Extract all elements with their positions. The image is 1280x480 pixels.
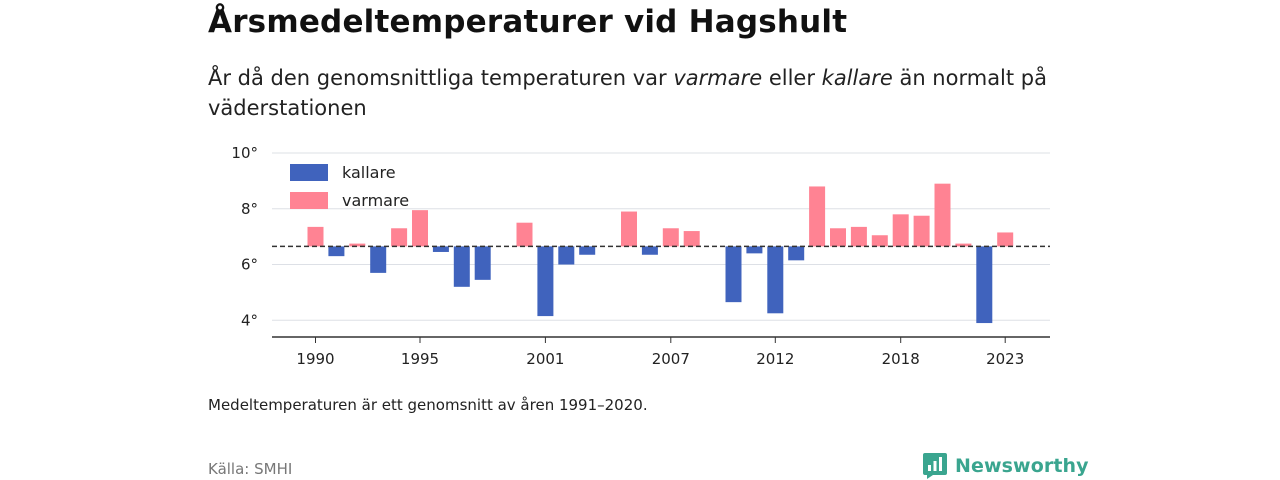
bar-warm (662, 228, 679, 247)
legend-label-cold: kallare (342, 163, 396, 182)
x-tick-label: 1990 (296, 350, 334, 368)
x-tick-label: 2001 (526, 350, 564, 368)
subtitle-part-2: eller (762, 66, 822, 90)
bar-cold (641, 246, 658, 255)
bar-warm (892, 214, 909, 247)
brand-name: Newsworthy (955, 455, 1089, 477)
y-tick-label: 6° (241, 256, 258, 274)
bar-warm (809, 186, 826, 247)
newsworthy-brand[interactable]: Newsworthy (922, 452, 1089, 480)
chart-source: Källa: SMHI (208, 460, 293, 478)
bar-cold (725, 246, 742, 303)
subtitle-warm-word: varmare (673, 66, 763, 90)
bar-warm (621, 211, 637, 247)
legend-swatch-cold (290, 164, 328, 181)
x-tick-label: 2023 (986, 350, 1024, 368)
y-tick-label: 4° (241, 311, 258, 329)
bar-warm (871, 235, 888, 247)
chart-title: Årsmedeltemperaturer vid Hagshult (208, 4, 848, 40)
bar-warm (913, 215, 930, 247)
x-tick-label: 2007 (652, 350, 690, 368)
bar-cold (767, 246, 784, 314)
bar-cold (746, 246, 763, 254)
bar-cold (558, 246, 575, 265)
bar-cold (788, 246, 805, 261)
bar-warm (683, 231, 700, 247)
legend-swatch-warm (290, 192, 328, 209)
x-tick-label: 2012 (756, 350, 794, 368)
bar-cold (976, 246, 993, 324)
chart-subtitle: År då den genomsnittliga temperaturen va… (208, 63, 1068, 123)
y-tick-label: 8° (241, 200, 258, 218)
x-tick-label: 1995 (401, 350, 439, 368)
bar-warm (830, 228, 846, 247)
chart-note: Medeltemperaturen är ett genomsnitt av å… (208, 396, 648, 414)
bar-warm (955, 243, 972, 247)
bar-warm (391, 228, 408, 247)
bar-cold (432, 246, 449, 252)
bar-cold (370, 246, 387, 273)
bar-warm (516, 222, 533, 247)
bar-warm (934, 183, 951, 247)
bar-warm (850, 226, 867, 247)
subtitle-part-1: År då den genomsnittliga temperaturen va… (208, 66, 674, 90)
bar-warm (307, 226, 324, 247)
bar-cold (579, 246, 596, 255)
bar-cold (328, 246, 345, 257)
x-tick-label: 2018 (882, 350, 920, 368)
bar-warm (349, 243, 366, 247)
bar-cold (537, 246, 554, 317)
bar-cold (474, 246, 491, 280)
y-tick-label: 10° (231, 144, 258, 162)
subtitle-part-3: än normalt på väderstationen (208, 66, 1047, 120)
bar-warm (412, 210, 428, 247)
newsworthy-logo-icon (923, 453, 947, 479)
subtitle-cold-word: kallare (821, 66, 893, 90)
bar-warm (997, 232, 1014, 247)
bar-cold (453, 246, 470, 287)
legend-label-warm: varmare (342, 191, 409, 210)
